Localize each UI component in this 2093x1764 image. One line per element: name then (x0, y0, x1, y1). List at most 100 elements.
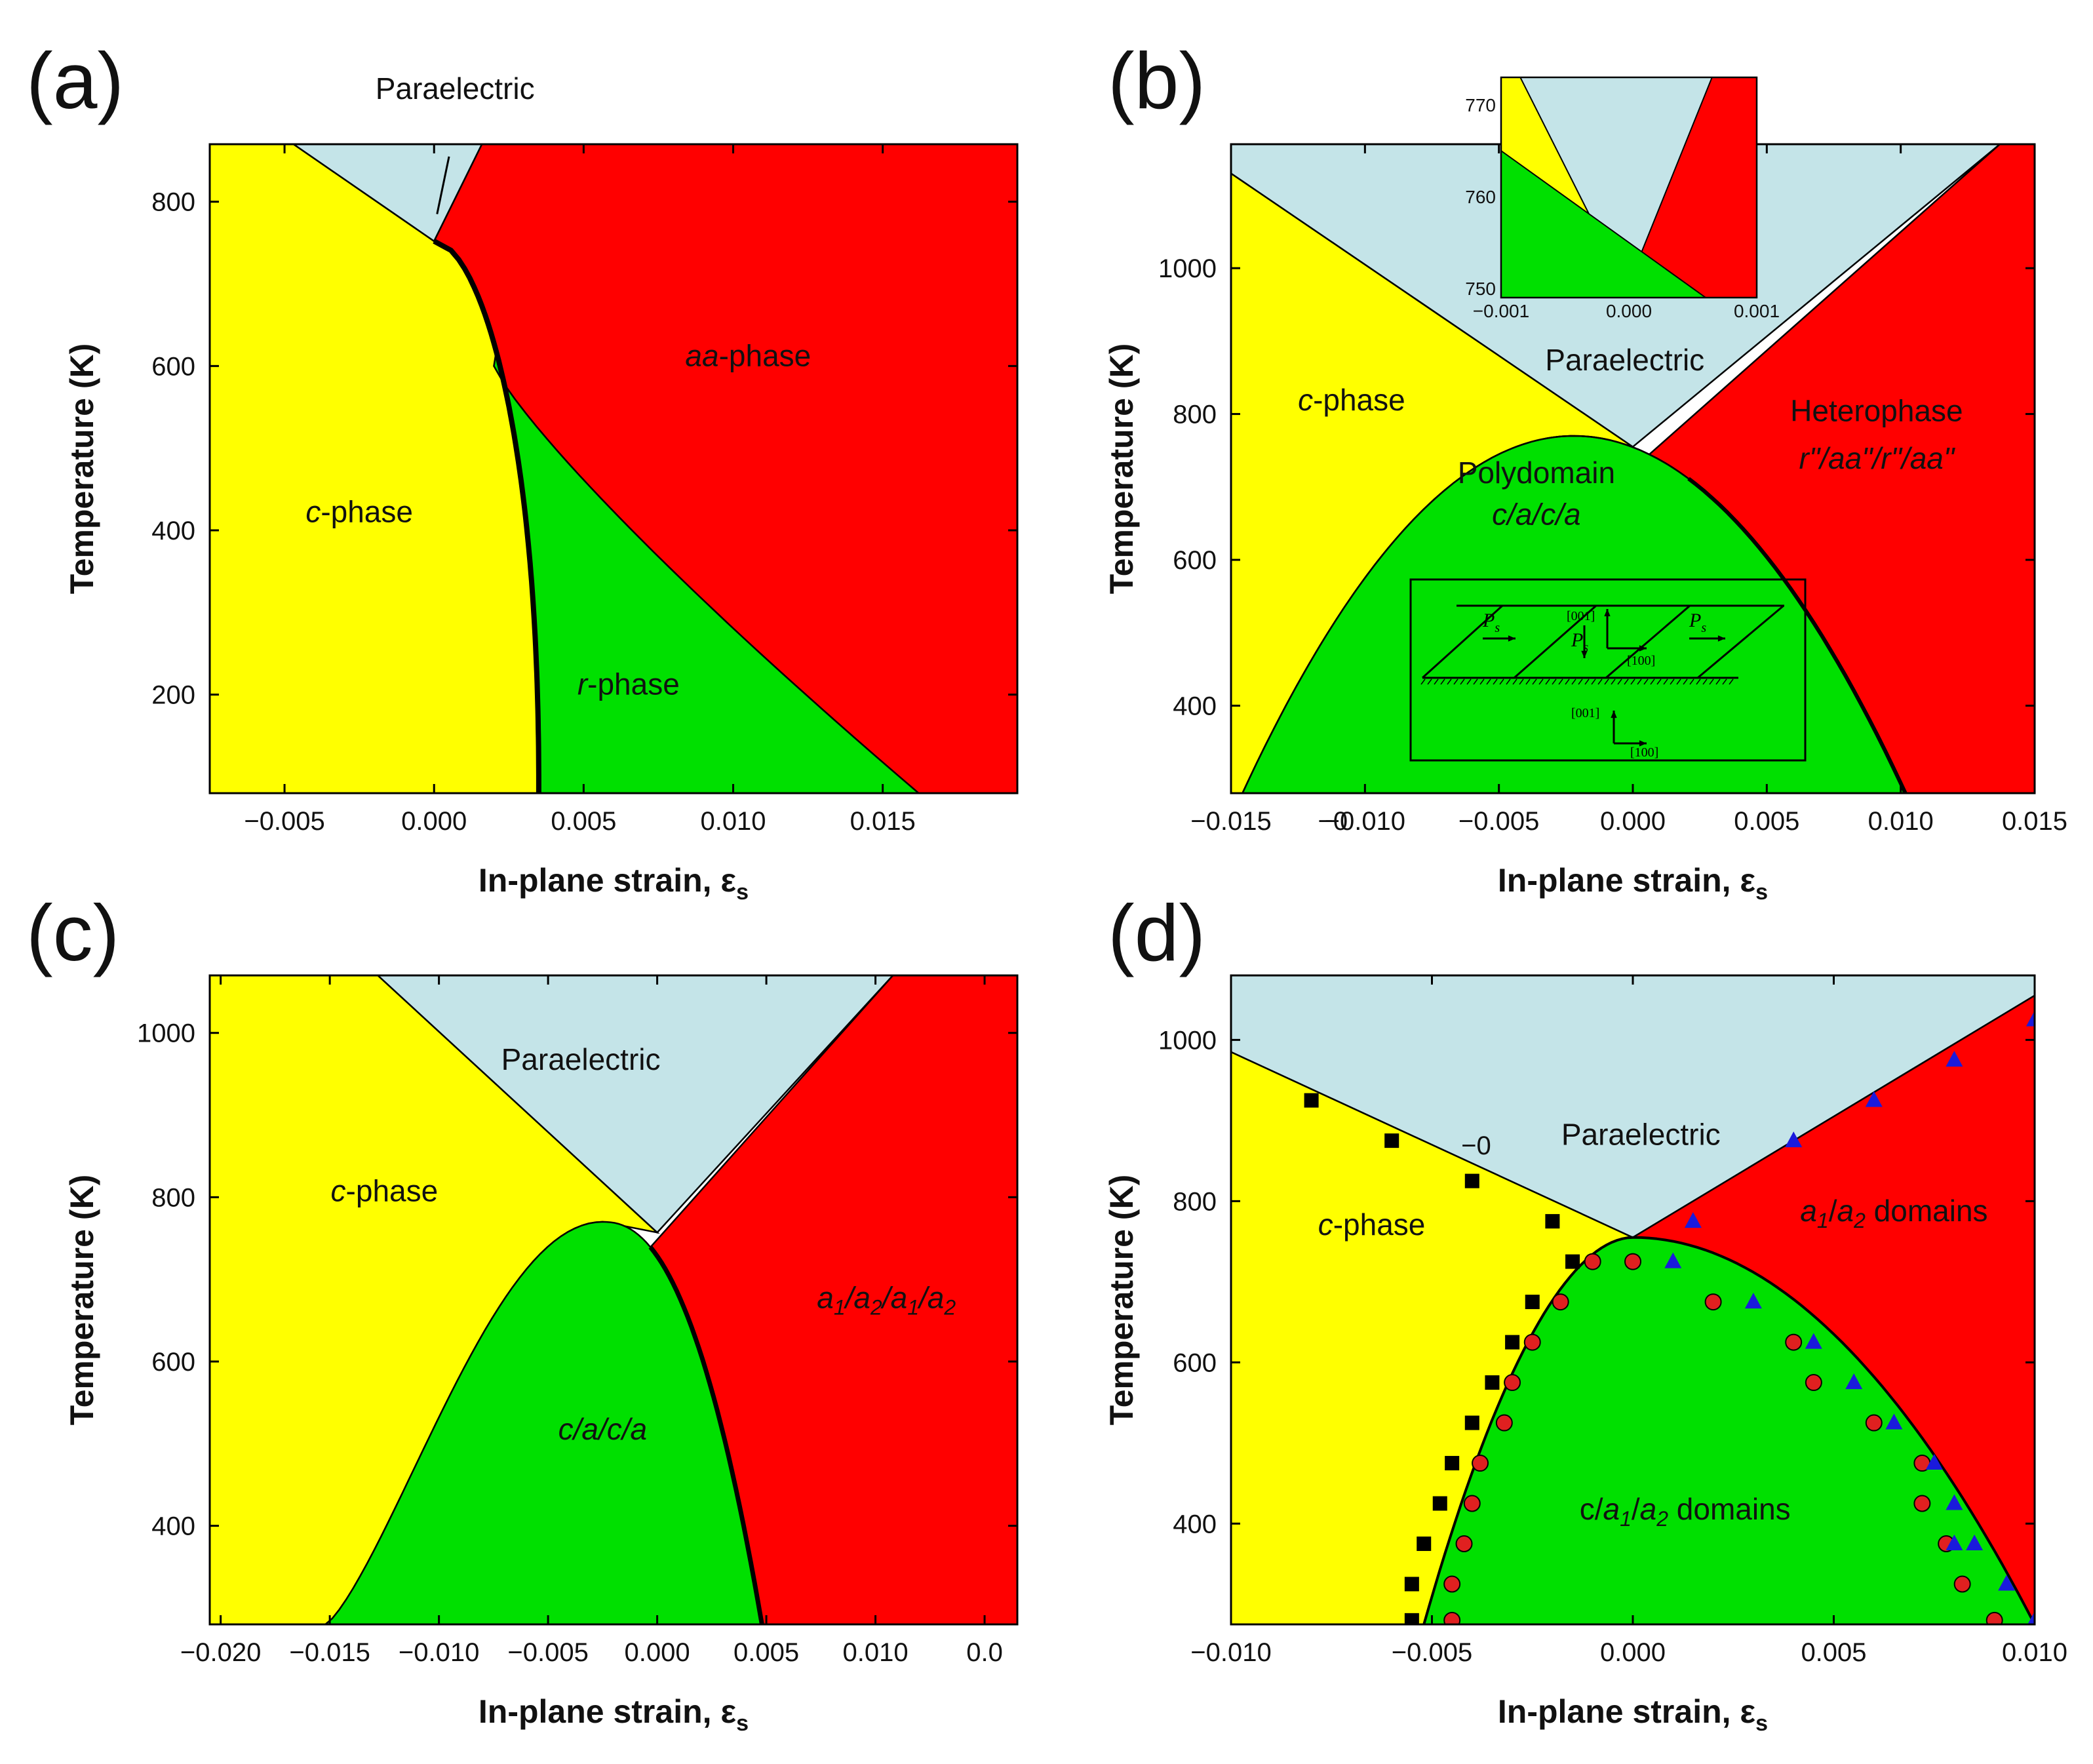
label-span: 1 (1817, 1209, 1829, 1232)
plot-area-c (210, 975, 1017, 1624)
label-span: c/ (1492, 498, 1518, 532)
region-label-c-a-c-a: c/a/c/a (558, 1412, 648, 1446)
x-axis-label: In-plane strain, εs (1498, 1693, 1768, 1736)
label-span: c/ (1580, 1492, 1603, 1526)
circle-marker (1805, 1374, 1822, 1392)
region-label-r-phase: r-phase (577, 667, 680, 701)
x-tick-label: 0.000 (1600, 807, 1666, 836)
y-tick-label: 200 (151, 681, 195, 710)
substrate-hatch (1709, 678, 1714, 685)
substrate-hatch (1486, 678, 1491, 685)
y-tick-label: 1000 (1158, 254, 1217, 283)
label-span: / (1829, 1194, 1837, 1228)
x-tick-label: −0.005 (507, 1638, 588, 1667)
triangle-marker (1885, 1413, 1903, 1430)
triangle-marker (1805, 1333, 1822, 1349)
substrate-hatch (1512, 678, 1517, 685)
region-label-c-phase: c-phase (1298, 383, 1405, 417)
stray-label: −0 (1318, 807, 1348, 836)
axis-001-label: [001] (1567, 609, 1595, 623)
substrate-hatch (1525, 678, 1531, 685)
triangle-marker (1946, 1494, 1963, 1510)
label-span: a (581, 1412, 598, 1446)
triangle-marker (1664, 1252, 1682, 1268)
substrate-hatch (1643, 678, 1649, 685)
x-axis-label-main: In-plane strain, ε (479, 862, 736, 899)
label-span: a (1800, 1194, 1817, 1228)
paraelectric-region (376, 975, 894, 1234)
label-span: a (1828, 441, 1845, 475)
label-span: 2 (943, 1296, 956, 1320)
label-span: / (917, 1281, 930, 1315)
x-tick-label: −0.005 (244, 807, 324, 836)
substrate-hatch (1565, 678, 1570, 685)
region-label-paraelectric: Paraelectric (501, 1042, 661, 1076)
triangle-marker (1865, 1091, 1883, 1107)
x-tick-label: 0.000 (625, 1638, 690, 1667)
label-span: Paraelectric (1545, 343, 1704, 377)
substrate-hatch (1578, 678, 1583, 685)
square-marker (1525, 1295, 1540, 1310)
x-axis-label-sub: s (1755, 880, 1768, 905)
axis-001-arrow-head (1611, 711, 1617, 718)
y-tick-label: 400 (1173, 692, 1217, 721)
y-tick-label: 400 (151, 517, 195, 545)
circle-marker (1953, 1575, 1971, 1593)
triangle-marker (1946, 1051, 1963, 1067)
inset-x-tick-label: 0.000 (1606, 301, 1652, 321)
x-tick-label: 0.000 (401, 807, 467, 836)
triangle-marker (1785, 1131, 1803, 1148)
dome-boundary-thick (1687, 477, 1908, 793)
dome-boundary-right (1632, 1236, 2035, 1624)
region-label-a1a2: a1/a2/a1/a2 (817, 1281, 956, 1320)
circle-marker (1455, 1535, 1473, 1553)
substrate-hatch (1696, 678, 1701, 685)
label-span: / (1632, 1492, 1640, 1526)
region-label-polydomain: Polydomain (1458, 456, 1615, 490)
x-axis-label-main: In-plane strain, ε (1498, 1693, 1755, 1730)
substrate-hatch (1447, 678, 1452, 685)
circle-marker (1985, 1611, 2003, 1624)
region-label-a1-a2-domains: a1/a2 domains (1800, 1194, 1987, 1232)
circle-marker (1472, 1455, 1489, 1472)
y-tick-label: 800 (1173, 401, 1217, 429)
label-span: /c/ (1530, 498, 1567, 532)
substrate-hatch (1493, 678, 1498, 685)
inset-x-tick-label: −0.001 (1473, 301, 1529, 321)
substrate-hatch (1715, 678, 1721, 685)
label-span: a (631, 1412, 648, 1446)
label-span: " (1944, 441, 1956, 475)
label-span: c (305, 494, 321, 528)
inset-b: −0.001 0.000 0.001 750 760 770 (1465, 76, 1780, 321)
circle-marker (1523, 1333, 1541, 1351)
label-span: aa (685, 338, 718, 372)
label-span: c (1298, 383, 1313, 417)
triangle-marker (2027, 1611, 2035, 1624)
x-tick-label: 0.010 (843, 1638, 909, 1667)
region-label-heterophase-sub: r"/aa"/r"/aa" (1799, 441, 1956, 475)
circle-marker (1704, 1293, 1722, 1311)
label-span: a (1603, 1492, 1620, 1526)
y-tick-label: 600 (1173, 546, 1217, 575)
region-label-c-phase: c-phase (305, 494, 413, 528)
substrate-hatch (1597, 678, 1603, 685)
region-label-c-phase: c-phase (331, 1174, 439, 1208)
axis-001-arrow-head (1604, 609, 1611, 617)
region-label-paraelectric: Paraelectric (1561, 1117, 1721, 1151)
substrate-hatch (1617, 678, 1622, 685)
domain-wall (1421, 604, 1504, 679)
axis-100-label: [100] (1630, 745, 1658, 760)
label-span: r"/ (1799, 441, 1831, 475)
label-span: a (1564, 498, 1581, 532)
substrate-hatch (1584, 678, 1590, 685)
label-span: -phase (587, 667, 680, 701)
panel-label: (b) (1108, 36, 1205, 125)
y-tick-label: 400 (1173, 1510, 1217, 1539)
square-marker (1445, 1456, 1460, 1471)
x-tick-label: 0.000 (1600, 1638, 1666, 1667)
label-span: a (853, 1281, 870, 1315)
x-axis-label: In-plane strain, εs (479, 862, 749, 905)
x-tick-label: 0.0 (966, 1638, 1003, 1667)
x-axis-label-sub: s (736, 1711, 749, 1736)
